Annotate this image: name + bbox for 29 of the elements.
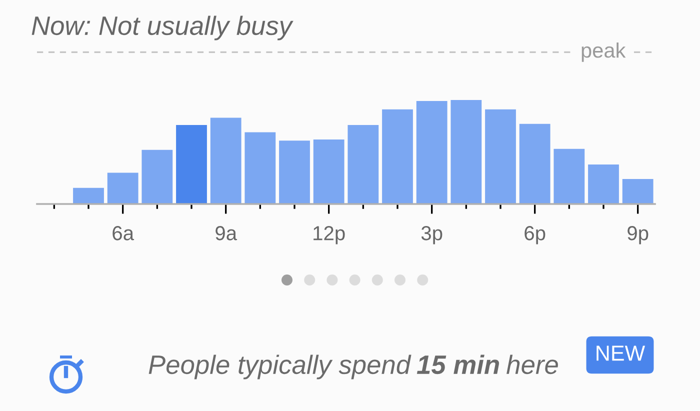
x-tick-label: 6a xyxy=(112,226,134,240)
bar xyxy=(348,124,379,204)
bar xyxy=(382,109,413,204)
x-tick-label: 12p xyxy=(314,226,345,244)
bar xyxy=(588,164,619,204)
bar xyxy=(519,124,550,204)
bar xyxy=(210,118,242,204)
text: People typically spend xyxy=(148,354,412,380)
x-tick-label: 9p xyxy=(628,226,648,244)
ref-line-label: peak xyxy=(582,42,626,62)
chart-title: Now: Not usually busy xyxy=(32,16,294,40)
bar xyxy=(554,148,585,204)
bar xyxy=(107,172,138,204)
bar xyxy=(450,100,482,204)
text: here xyxy=(506,354,558,374)
bar xyxy=(313,140,344,204)
text: NEW xyxy=(596,346,646,361)
bar xyxy=(244,132,276,204)
bar xyxy=(622,179,654,204)
bar xyxy=(279,140,310,204)
text: 15 min xyxy=(416,354,499,374)
bar xyxy=(176,124,207,204)
x-tick-label: 3p xyxy=(421,226,442,244)
bar xyxy=(142,150,173,204)
bar xyxy=(73,188,104,204)
bar xyxy=(485,109,516,204)
bar xyxy=(416,101,448,204)
x-tick-label: 9a xyxy=(216,226,238,240)
x-tick-label: 6p xyxy=(524,226,546,244)
